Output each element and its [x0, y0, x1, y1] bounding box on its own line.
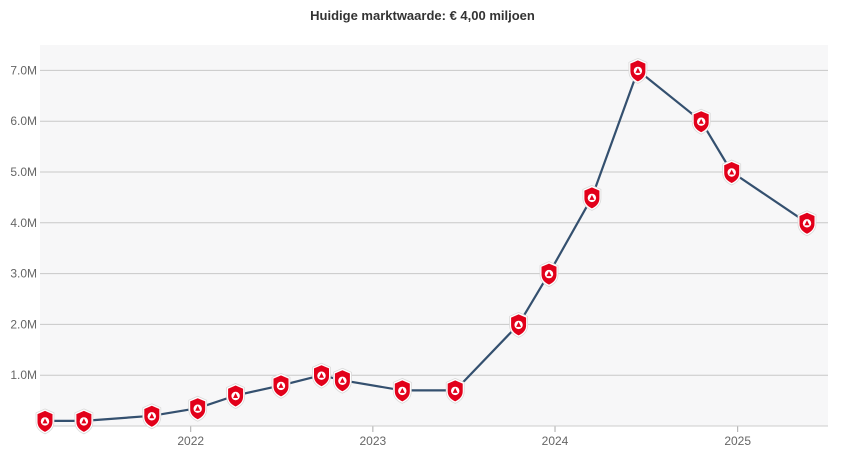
y-tick-label: 4.0M: [10, 216, 37, 230]
chart-title: Huidige marktwaarde: € 4,00 miljoen: [310, 8, 535, 23]
crest-emblem-mark: [516, 321, 522, 327]
crest-emblem-mark: [149, 413, 155, 419]
crest-emblem-mark: [546, 271, 552, 277]
crest-emblem-mark: [319, 372, 324, 378]
club-crest-icon: [539, 261, 559, 288]
y-tick-label: 2.0M: [10, 317, 37, 331]
club-crest-icon: [271, 372, 291, 399]
crest-emblem-mark: [635, 67, 641, 73]
club-crest-icon: [332, 367, 352, 394]
club-crest-icon: [312, 362, 331, 389]
plot-area: [40, 45, 828, 426]
y-tick-label: 6.0M: [10, 114, 37, 128]
crest-emblem-mark: [729, 169, 735, 175]
crest-emblem-mark: [589, 194, 595, 200]
x-tick-label: 2023: [360, 434, 387, 448]
crest-emblem-mark: [233, 393, 239, 398]
x-tick-label: 2024: [542, 434, 569, 448]
club-crest-icon: [628, 57, 648, 84]
club-crest-icon: [445, 377, 465, 404]
x-tick-label: 2025: [724, 434, 751, 448]
club-crest-icon: [74, 408, 94, 435]
crest-emblem-mark: [195, 405, 201, 411]
crest-emblem-mark: [399, 387, 405, 393]
y-tick-label: 3.0M: [10, 267, 37, 281]
crest-emblem-mark: [698, 118, 704, 124]
y-tick-label: 5.0M: [10, 165, 37, 179]
crest-emblem-mark: [81, 418, 87, 424]
crest-emblem-mark: [452, 387, 458, 393]
crest-emblem-mark: [339, 377, 345, 383]
crest-emblem-mark: [42, 418, 48, 424]
club-crest-icon: [188, 395, 208, 422]
club-crest-icon: [142, 403, 162, 430]
crest-emblem-mark: [278, 382, 284, 388]
y-tick-label: 7.0M: [10, 63, 37, 77]
club-crest-icon: [392, 377, 412, 404]
club-crest-icon: [691, 108, 711, 135]
club-crest-icon: [582, 184, 602, 211]
y-tick-label: 1.0M: [10, 368, 37, 382]
club-crest-icon: [509, 311, 528, 338]
club-crest-icon: [35, 408, 55, 435]
club-crest-icon: [797, 210, 817, 237]
club-crest-icon: [722, 159, 742, 186]
club-crest-icon: [226, 383, 246, 409]
crest-emblem-mark: [804, 220, 810, 226]
x-tick-label: 2022: [177, 434, 204, 448]
